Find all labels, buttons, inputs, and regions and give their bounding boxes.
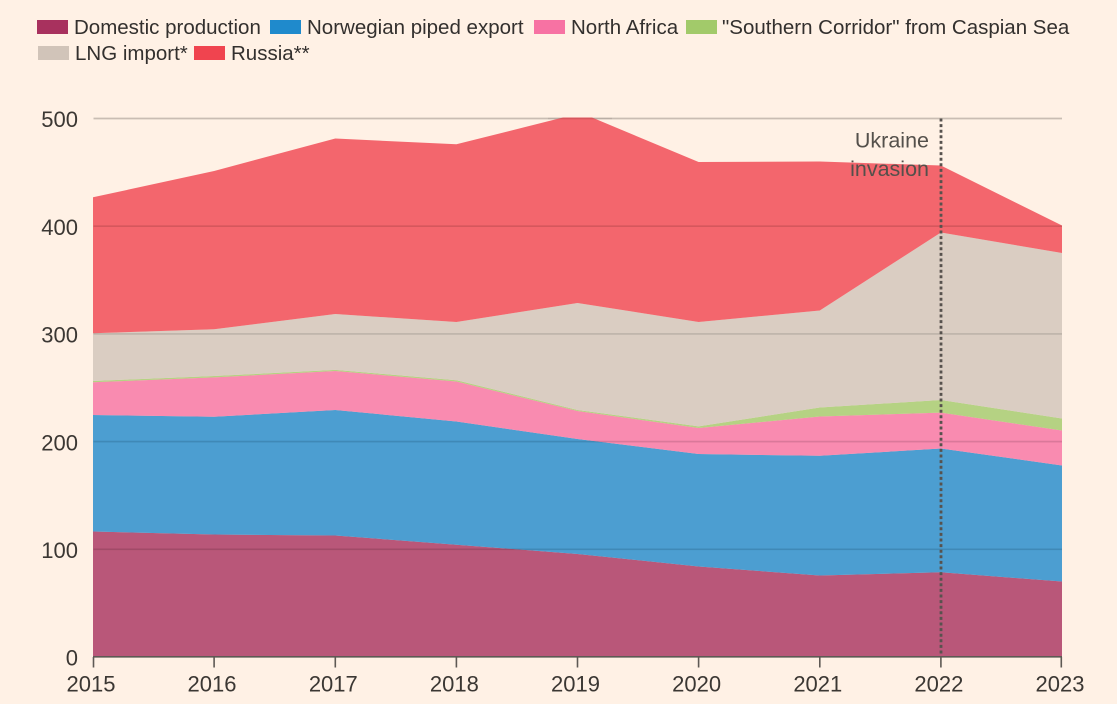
svg-text:Norwegian piped export: Norwegian piped export: [307, 16, 524, 39]
svg-text:2017: 2017: [309, 671, 358, 696]
svg-text:2021: 2021: [793, 671, 842, 696]
svg-text:100: 100: [41, 538, 78, 563]
svg-text:2016: 2016: [188, 671, 237, 696]
svg-text:Ukraine: Ukraine: [855, 129, 929, 153]
svg-text:2022: 2022: [914, 671, 963, 696]
svg-text:200: 200: [41, 430, 78, 455]
svg-text:2023: 2023: [1036, 671, 1085, 696]
svg-text:2015: 2015: [67, 671, 116, 696]
svg-text:North Africa: North Africa: [571, 16, 679, 39]
svg-text:400: 400: [41, 215, 78, 240]
svg-text:2020: 2020: [672, 671, 721, 696]
svg-text:2019: 2019: [551, 671, 600, 696]
svg-text:Russia**: Russia**: [231, 42, 310, 65]
svg-text:invasion: invasion: [850, 157, 929, 181]
svg-text:Domestic production: Domestic production: [74, 16, 261, 39]
svg-text:LNG import*: LNG import*: [75, 42, 188, 65]
svg-text:500: 500: [41, 107, 78, 132]
svg-text:0: 0: [66, 646, 78, 671]
svg-text:2018: 2018: [430, 671, 479, 696]
svg-text:"Southern Corridor" from Caspi: "Southern Corridor" from Caspian Sea: [722, 16, 1070, 39]
svg-text:300: 300: [41, 323, 78, 348]
